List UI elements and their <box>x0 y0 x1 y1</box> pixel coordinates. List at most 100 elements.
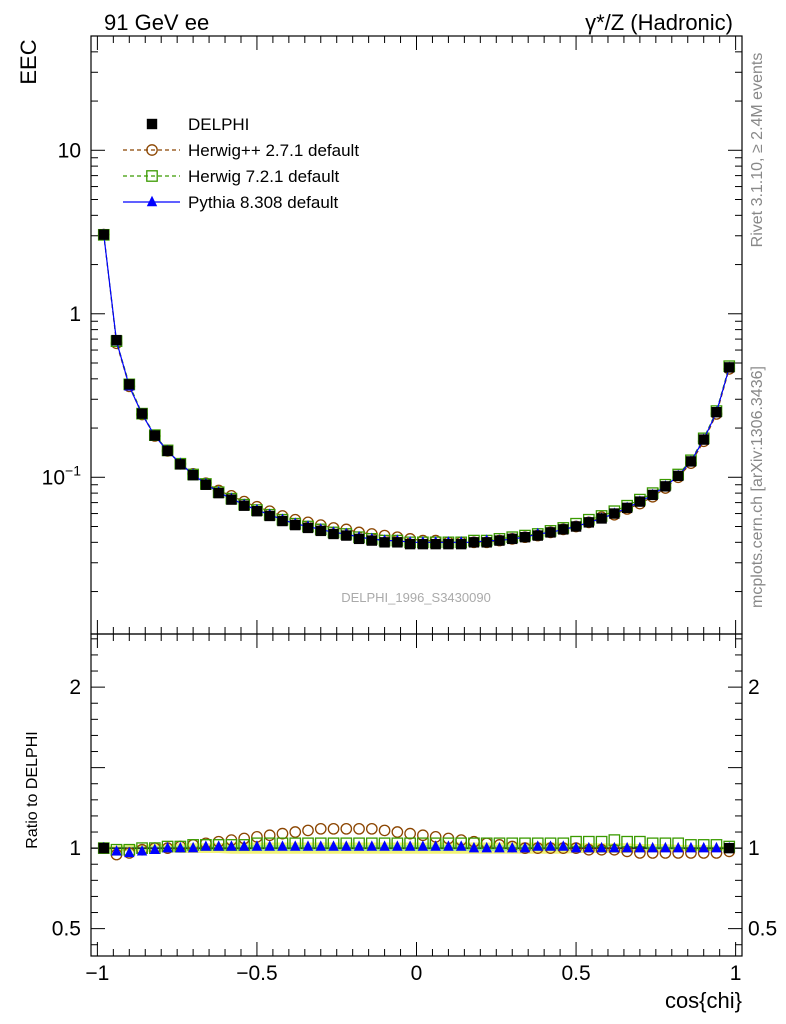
data-point <box>200 479 212 490</box>
ratio-point <box>647 841 658 853</box>
main-ytick-label: 1 <box>69 303 81 326</box>
ratio-xtick-label: 0 <box>411 962 423 985</box>
ratio-point <box>111 845 122 856</box>
ratio-point <box>621 841 633 853</box>
data-point <box>251 506 263 517</box>
ratio-point <box>468 841 480 853</box>
legend-marker <box>146 170 158 182</box>
legend-marker <box>146 118 158 130</box>
data-point <box>124 379 135 390</box>
ratio-point <box>404 840 416 851</box>
data-point <box>392 537 403 548</box>
data-point <box>136 408 148 419</box>
ratio-point <box>353 822 365 835</box>
ratio-point <box>392 840 403 851</box>
ratio-point <box>162 841 173 853</box>
data-point <box>532 530 543 541</box>
ratio-xtick-label: −0.5 <box>236 962 277 985</box>
ratio-point <box>341 840 352 851</box>
ratio-point <box>366 840 378 851</box>
ratio-point <box>124 846 135 858</box>
ratio-point <box>379 840 390 851</box>
ratio-ylabel: Ratio to DELPHI <box>24 731 41 848</box>
ratio-point <box>328 840 339 851</box>
ratio-point <box>340 822 353 835</box>
ratio-point <box>149 843 161 854</box>
data-point <box>596 513 607 524</box>
data-point <box>481 537 492 548</box>
main-ytick-label: 10−1 <box>42 462 82 489</box>
ratio-point <box>404 827 416 840</box>
ratio-point <box>289 826 302 838</box>
ratio-point <box>532 840 543 851</box>
ratio-panel: −1 −0.5 0 0.5 1 0.5 0.5 1 1 2 2 <box>52 633 777 985</box>
ratio-point <box>660 841 671 853</box>
data-point <box>609 508 620 519</box>
ratio-ytick-label: 2 <box>69 676 81 699</box>
data-point <box>226 494 237 505</box>
data-point <box>647 489 658 501</box>
title-right: γ*/Z (Hadronic) <box>585 10 733 35</box>
analysis-label: DELPHI_1996_S3430090 <box>341 590 491 605</box>
data-point <box>724 362 735 373</box>
ratio-point <box>315 840 326 851</box>
data-point <box>353 533 365 545</box>
data-point <box>315 525 326 537</box>
ratio-xlabel: cos{chi} <box>665 988 742 1013</box>
ratio-point <box>277 840 288 851</box>
data-point <box>162 445 173 457</box>
ratio-point <box>391 826 404 838</box>
data-point <box>328 528 339 540</box>
ratio-point <box>290 840 301 851</box>
ratio-point <box>609 841 620 853</box>
series-line <box>103 234 730 543</box>
data-point <box>634 496 646 507</box>
ratio-point <box>672 841 684 853</box>
data-point <box>213 487 224 499</box>
ratio-point <box>187 841 199 853</box>
ratio-point <box>314 822 327 835</box>
data-point <box>455 538 467 550</box>
ratio-ref-point <box>724 842 735 854</box>
data-point <box>430 538 441 550</box>
ratio-point <box>263 829 276 842</box>
data-point <box>417 538 429 550</box>
data-point <box>175 459 186 470</box>
data-point <box>290 519 301 531</box>
data-point <box>379 537 390 548</box>
series-line <box>103 234 730 543</box>
ratio-xtick-label: 1 <box>730 962 742 985</box>
data-point <box>558 524 569 535</box>
ratio-point <box>558 840 569 851</box>
ratio-ytick-label: 1 <box>69 837 81 860</box>
title-left: 91 GeV ee <box>104 10 209 35</box>
ratio-point <box>264 840 275 851</box>
legend-label: Pythia 8.308 default <box>188 193 339 212</box>
ratio-point <box>327 822 340 835</box>
ratio-frame <box>90 633 743 957</box>
ratio-ytick-label: 0.5 <box>52 918 81 941</box>
ratio-point <box>238 840 250 851</box>
data-point <box>341 530 352 541</box>
data-point <box>366 535 378 546</box>
ratio-point <box>711 841 722 853</box>
legend-label: Herwig++ 2.7.1 default <box>188 141 359 160</box>
legend-marker <box>146 195 158 207</box>
data-point <box>149 430 161 441</box>
ratio-point <box>494 841 505 853</box>
ratio-ytick-label-right: 2 <box>748 676 760 699</box>
ratio-point <box>507 841 518 853</box>
ratio-point <box>365 822 378 835</box>
rivet-label: Rivet 3.1.10, ≥ 2.4M events <box>749 53 766 248</box>
ratio-point <box>276 827 289 840</box>
data-point <box>519 531 531 543</box>
ratio-point <box>417 840 429 851</box>
ratio-point <box>634 841 646 853</box>
data-point <box>672 470 684 482</box>
ratio-ytick-label-right: 0.5 <box>748 918 777 941</box>
ratio-point <box>596 841 607 853</box>
data-point <box>507 533 518 545</box>
ratio-point <box>545 840 556 851</box>
ratio-ref-point <box>98 842 109 854</box>
ratio-point <box>302 840 314 851</box>
